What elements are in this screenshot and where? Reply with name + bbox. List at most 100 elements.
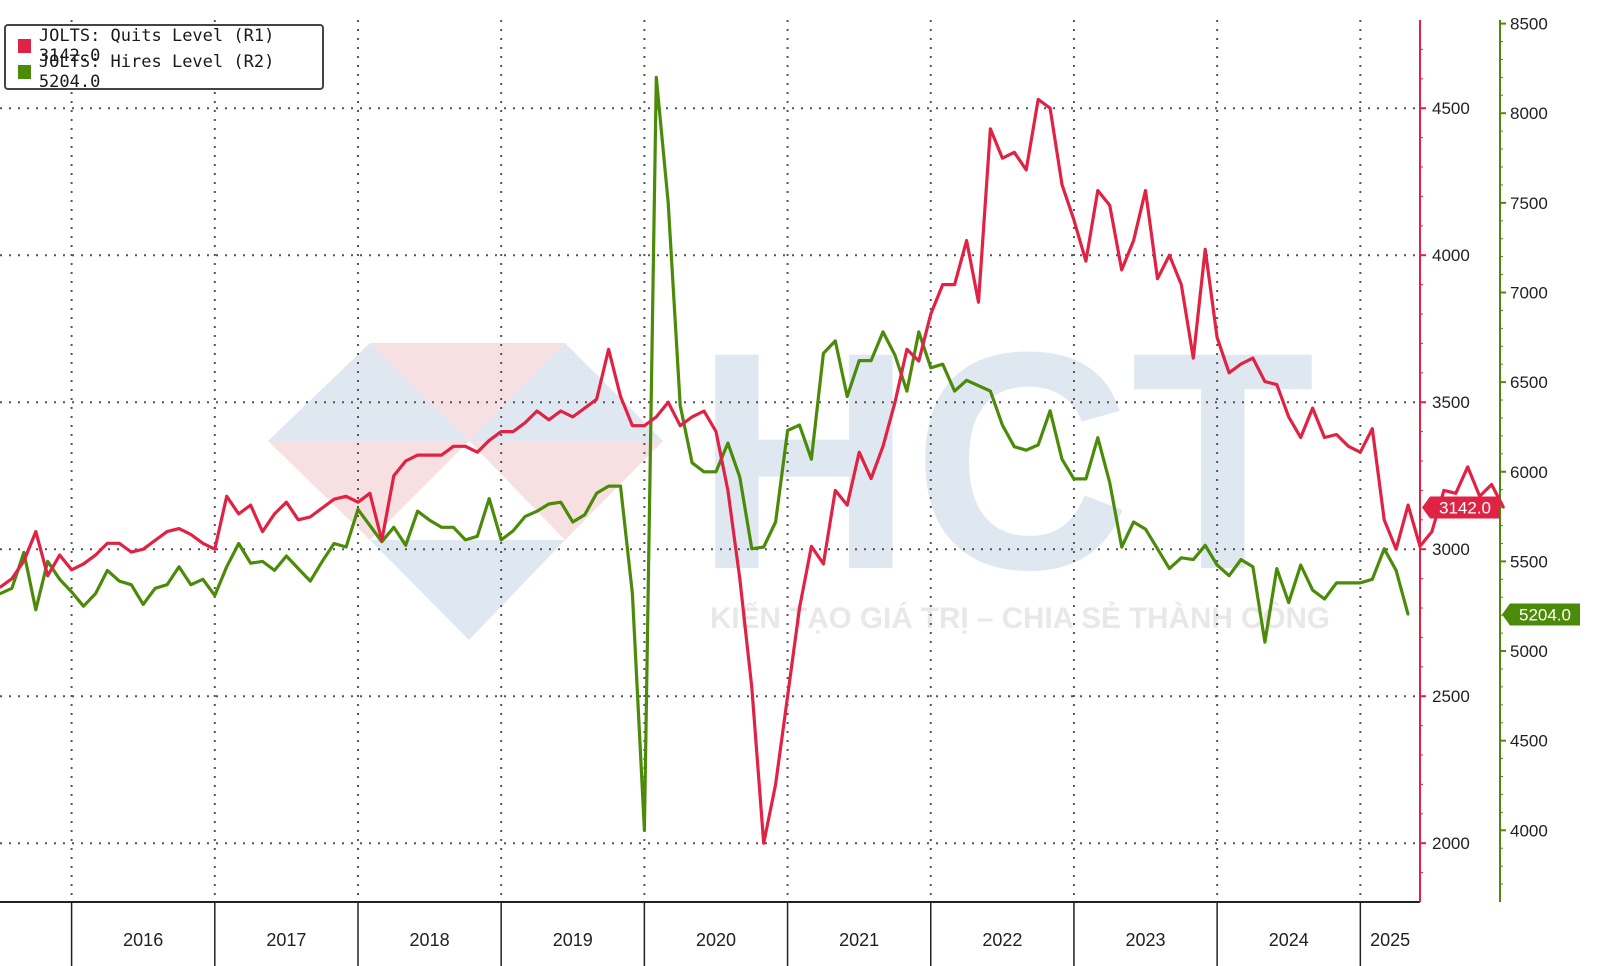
last-value-tag-text-hires: 5204.0 [1519, 605, 1571, 624]
data-point-quits [452, 445, 455, 448]
r2-tick-label: 8500 [1510, 15, 1548, 34]
data-point-hires [1013, 445, 1016, 448]
data-point-quits [834, 489, 837, 492]
r1-tick-label: 4000 [1432, 246, 1470, 265]
data-point-hires [1168, 567, 1171, 570]
legend-label-hires: JOLTS: Hires Level (R2) 5204.0 [38, 52, 275, 92]
data-point-quits [177, 527, 181, 530]
data-point-quits [881, 445, 885, 448]
data-point-hires [965, 379, 968, 382]
data-point-hires [750, 547, 753, 550]
data-point-quits [392, 474, 395, 477]
series-quits [0, 97, 1505, 845]
series-layer [0, 75, 1505, 845]
data-point-hires [858, 359, 861, 362]
data-point-quits [583, 406, 586, 410]
data-point-quits [1251, 356, 1255, 360]
data-point-quits [82, 562, 85, 566]
data-point-quits [1204, 248, 1207, 251]
data-point-hires [1239, 558, 1243, 561]
data-point-quits [249, 503, 252, 507]
data-point-hires [225, 565, 228, 568]
data-point-hires [869, 359, 873, 362]
data-point-hires [1299, 563, 1302, 567]
data-point-quits [1275, 383, 1279, 386]
data-point-hires [798, 423, 801, 427]
data-point-hires [344, 545, 348, 549]
x-tick-label: 2021 [839, 930, 879, 950]
data-point-quits [535, 409, 539, 413]
r2-tick-label: 6000 [1510, 463, 1548, 482]
data-point-hires [1192, 558, 1195, 561]
data-point-quits [261, 530, 264, 533]
data-point-hires [297, 567, 300, 570]
watermark-logo-mark-bottom [370, 540, 565, 640]
data-point-quits [977, 301, 980, 304]
data-point-quits [1227, 371, 1231, 374]
data-point-quits [774, 783, 777, 786]
data-point-quits [1048, 107, 1052, 110]
data-point-quits [1359, 451, 1362, 454]
data-point-hires [118, 579, 121, 583]
data-point-quits [225, 495, 228, 498]
data-point-quits [822, 562, 825, 566]
data-point-quits [356, 501, 360, 504]
data-point-quits [404, 459, 407, 463]
data-point-hires [1060, 458, 1064, 461]
data-point-quits [1180, 283, 1183, 286]
last-value-tags: 3142.0 5204.0 [1422, 496, 1580, 626]
data-point-hires [655, 76, 658, 79]
data-point-quits [1156, 277, 1159, 280]
data-point-quits [476, 451, 479, 454]
data-point-quits [953, 283, 956, 286]
data-point-quits [1192, 356, 1195, 360]
watermark-logo-mark-right [469, 343, 663, 441]
data-point-quits [989, 127, 992, 130]
data-point-hires [142, 603, 145, 606]
data-point-hires [1275, 567, 1279, 570]
data-point-hires [237, 542, 240, 545]
legend-item-hires: JOLTS: Hires Level (R2) 5204.0 [18, 52, 322, 92]
data-point-quits [1406, 503, 1410, 507]
r2-tick-label: 5000 [1510, 642, 1548, 661]
x-tick-label: 2020 [696, 930, 736, 950]
data-point-quits [1096, 189, 1100, 192]
right-axis-r2: 4000 4500 5000 5500 6000 6500 7000 7500 8000 8500 [1499, 15, 1548, 902]
data-point-quits [237, 512, 240, 516]
data-point-quits [750, 686, 753, 689]
data-point-hires [392, 526, 395, 529]
data-point-hires [786, 429, 789, 432]
data-point-quits [1239, 362, 1243, 366]
data-point-hires [762, 545, 765, 549]
data-point-hires [82, 605, 85, 608]
data-point-quits [344, 495, 348, 498]
data-point-quits [762, 842, 765, 845]
last-value-tag-hires: 5204.0 [1502, 603, 1580, 626]
watermark-logo-mark-top [370, 343, 565, 441]
x-tick-label: 2024 [1269, 930, 1309, 950]
data-point-hires [774, 520, 777, 524]
data-point-quits [1394, 548, 1398, 551]
data-point-hires [917, 330, 920, 334]
r1-tick-label: 3500 [1432, 393, 1470, 412]
data-point-quits [428, 453, 431, 457]
watermark-logo-text: HCT [695, 287, 1315, 634]
data-point-hires [1263, 640, 1267, 644]
legend-label-quits: JOLTS: Quits Level (R1) 3142.0 [38, 26, 275, 66]
data-point-hires [929, 366, 932, 369]
data-point-hires [714, 470, 718, 473]
data-point-quits [571, 415, 574, 419]
data-point-hires [559, 501, 562, 504]
data-point-quits [1490, 483, 1493, 486]
data-point-quits [1454, 492, 1458, 495]
data-point-hires [1406, 613, 1410, 616]
data-point-quits [309, 515, 312, 519]
data-point-quits [738, 577, 741, 580]
data-point-hires [726, 441, 730, 445]
x-tick-label: 2016 [123, 930, 163, 950]
data-point-hires [22, 551, 26, 554]
data-point-quits [118, 542, 121, 545]
data-point-hires [1108, 481, 1111, 484]
data-point-hires [10, 587, 14, 590]
